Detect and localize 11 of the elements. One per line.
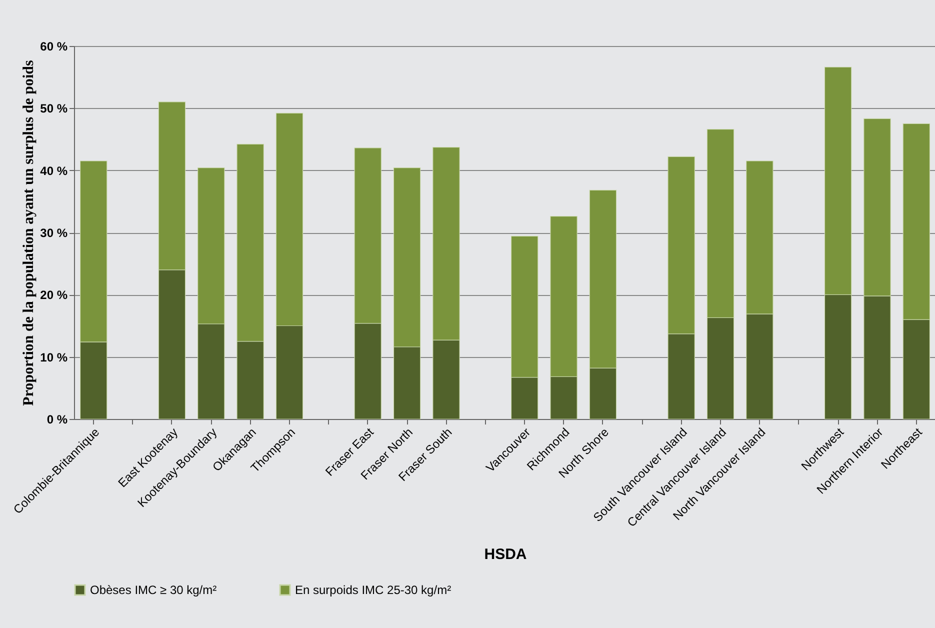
y-tick-label: 20 % (40, 288, 68, 302)
y-axis-title: Proportion de la population ayant un surplus de poids (21, 60, 38, 406)
legend-label: Obèses IMC ≥ 30 kg/m² (90, 583, 217, 597)
y-tick-label: 60 % (40, 40, 68, 54)
y-tick-label: 50 % (40, 102, 68, 116)
y-tick-label: 0 % (46, 412, 68, 426)
legend-label: En surpoids IMC 25-30 kg/m² (295, 583, 452, 597)
y-tick-label: 10 % (40, 350, 68, 364)
y-tick-label: 30 % (40, 226, 68, 240)
x-axis-title: HSDA (484, 546, 527, 563)
y-tick-label: 40 % (40, 164, 68, 178)
